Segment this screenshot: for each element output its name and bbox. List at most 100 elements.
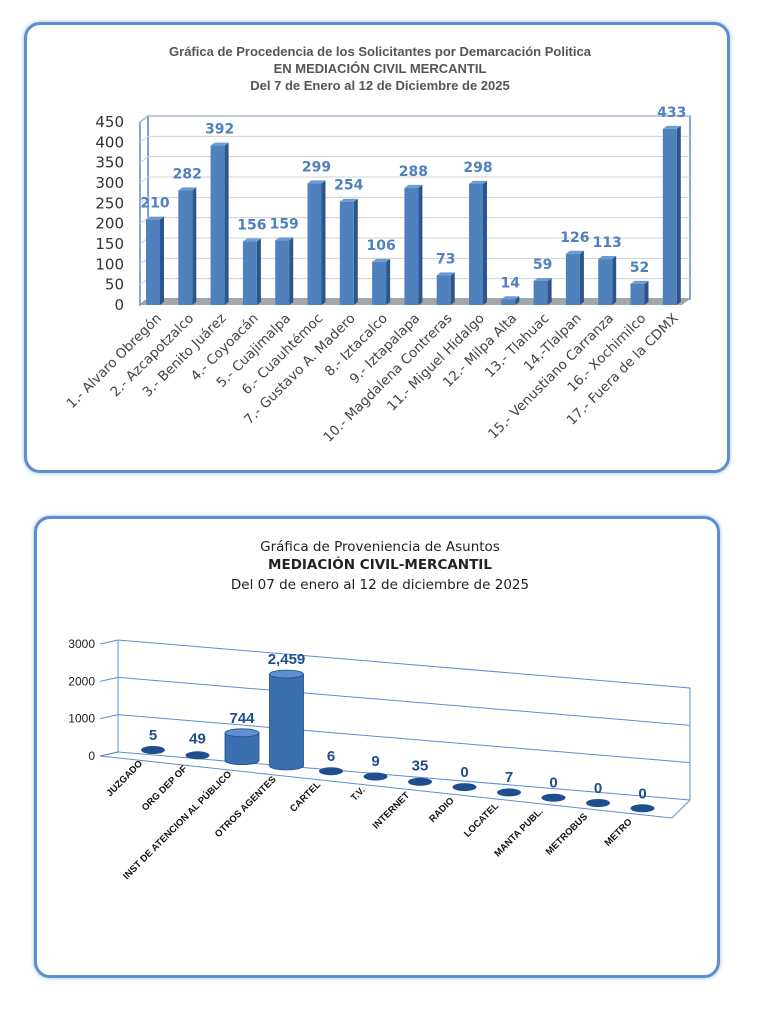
- chart1-bar-side: [256, 238, 261, 305]
- chart1-gridline: [139, 217, 690, 225]
- chart2-bar: [452, 783, 477, 792]
- chart1-value-label: 288: [399, 164, 428, 180]
- chart1-value-label: 106: [366, 238, 395, 254]
- chart1-bar: [178, 190, 193, 305]
- chart2-value-label: 6: [327, 748, 335, 765]
- chart1-bar-side: [418, 184, 423, 305]
- chart1-value-label: 299: [302, 159, 331, 175]
- chart1-bar-side: [289, 237, 294, 305]
- chart1-ytick-label: 450: [95, 113, 124, 131]
- chart1-value-label: 59: [533, 257, 552, 273]
- chart1-bar: [404, 187, 419, 305]
- chart2-gridline: [99, 639, 691, 689]
- chart1-bar-side: [547, 278, 552, 305]
- chart1-ytick-label: 200: [95, 215, 124, 233]
- chart1-date-range: Del 7 de Enero al 12 de Diciembre de 202…: [250, 78, 510, 93]
- chart1-bar-side: [321, 180, 326, 305]
- chart1-value-label: 156: [237, 218, 266, 234]
- chart1-value-label: 14: [501, 275, 521, 291]
- chart1-bar: [565, 253, 580, 305]
- chart1-bar: [533, 281, 548, 305]
- chart1-bar: [275, 240, 290, 305]
- chart1-bar-top: [242, 238, 261, 242]
- chart1-ytick-label: 350: [95, 154, 124, 172]
- chart1-bar-side: [224, 142, 229, 305]
- chart1-value-label: 254: [334, 178, 363, 194]
- chart1-bar: [598, 259, 613, 305]
- chart1-ytick-label: 100: [95, 255, 124, 273]
- chart1-bar-top: [307, 180, 326, 184]
- chart1-bar-side: [450, 272, 455, 305]
- chart2-bar: [269, 673, 304, 771]
- chart1-subtitle: EN MEDIACIÓN CIVIL MERCANTIL: [273, 61, 487, 76]
- chart1-bar-side: [676, 125, 681, 305]
- chart1-bar-side: [483, 180, 487, 305]
- chart1-bar-side: [612, 256, 617, 305]
- chart2-category-label: T.V.: [349, 785, 368, 804]
- chart1-value-label: 159: [270, 216, 299, 232]
- chart2-floor-edge: [99, 751, 691, 819]
- chart1-bar-top: [339, 198, 358, 202]
- chart2-bar: [363, 772, 388, 781]
- chart2-value-label: 0: [638, 785, 646, 802]
- chart2-bar: [224, 732, 260, 765]
- chart1-bar: [372, 261, 387, 305]
- chart2-bar: [408, 777, 432, 786]
- chart2-value-label: 9: [371, 753, 379, 770]
- chart2-value-label: 2,459: [268, 651, 306, 668]
- chart2-subtitle: MEDIACIÓN CIVIL-MERCANTIL: [268, 557, 492, 573]
- chart2-value-label: 5: [149, 727, 157, 744]
- chart1-bar-top: [146, 216, 164, 220]
- chart1-bar-side: [353, 198, 358, 305]
- chart1-value-label: 113: [593, 235, 622, 251]
- chart1-bar: [242, 241, 257, 305]
- chart2-category-label: CARTEL: [288, 779, 323, 814]
- chart2-ytick-label: 0: [88, 749, 95, 763]
- chart1-ytick-label: 250: [95, 194, 124, 212]
- chart1-bar-top: [275, 237, 294, 241]
- chart2-bar: [497, 788, 521, 797]
- chart1-gridline: [139, 176, 690, 184]
- chart1-bar: [146, 219, 160, 305]
- chart2-gridline: [99, 676, 691, 726]
- chart1-ytick-label: 50: [105, 276, 124, 294]
- chart1-ytick-label: 0: [114, 296, 124, 314]
- chart1-title: Gráfica de Procedencia de los Solicitant…: [169, 44, 591, 59]
- chart1-value-label: 282: [173, 166, 202, 182]
- chart2-ytick-label: 2000: [68, 674, 95, 688]
- chart1-bar-top: [210, 142, 229, 146]
- chart2-category-label: ORG DEP OF: [140, 764, 190, 814]
- chart1-gridline: [139, 156, 690, 164]
- chart2-ytick-label: 1000: [68, 712, 95, 726]
- chart1-bar: [662, 128, 677, 305]
- chart2-title: Gráfica de Proveniencia de Asuntos: [260, 539, 500, 555]
- chart1-bar-side: [579, 250, 584, 305]
- chart2-bar: [630, 804, 655, 813]
- chart1-value-label: 392: [205, 122, 234, 138]
- chart2-bar: [185, 751, 210, 760]
- chart1-value-label: 52: [630, 260, 649, 276]
- chart1-bar-top: [565, 250, 584, 254]
- chart2-value-label: 0: [549, 775, 557, 792]
- chart2-bar: [541, 793, 566, 802]
- chart2-bar: [141, 746, 165, 754]
- chart2-value-label: 7: [505, 769, 513, 786]
- chart1-bar-top: [178, 187, 197, 191]
- chart1-value-label: 433: [657, 105, 686, 121]
- chart2-date-range: Del 07 de enero al 12 de diciembre de 20…: [230, 577, 530, 593]
- chart1-ytick-label: 150: [95, 235, 124, 253]
- chart1-bar-top: [533, 278, 552, 282]
- chart2-value-label: 49: [189, 730, 206, 747]
- chart1-bar: [307, 183, 322, 305]
- chart1-ytick-label: 300: [95, 174, 124, 192]
- chart2-bar-top: [224, 728, 260, 738]
- chart1-bar-side: [515, 296, 520, 305]
- chart2-bar: [586, 799, 610, 807]
- chart2-category-label: RADIO: [427, 795, 456, 824]
- chart2-ytick-label: 3000: [68, 637, 95, 651]
- chart1-bar-top: [469, 180, 487, 184]
- chart1-bar: [339, 201, 354, 305]
- chart1-bar: [210, 145, 225, 305]
